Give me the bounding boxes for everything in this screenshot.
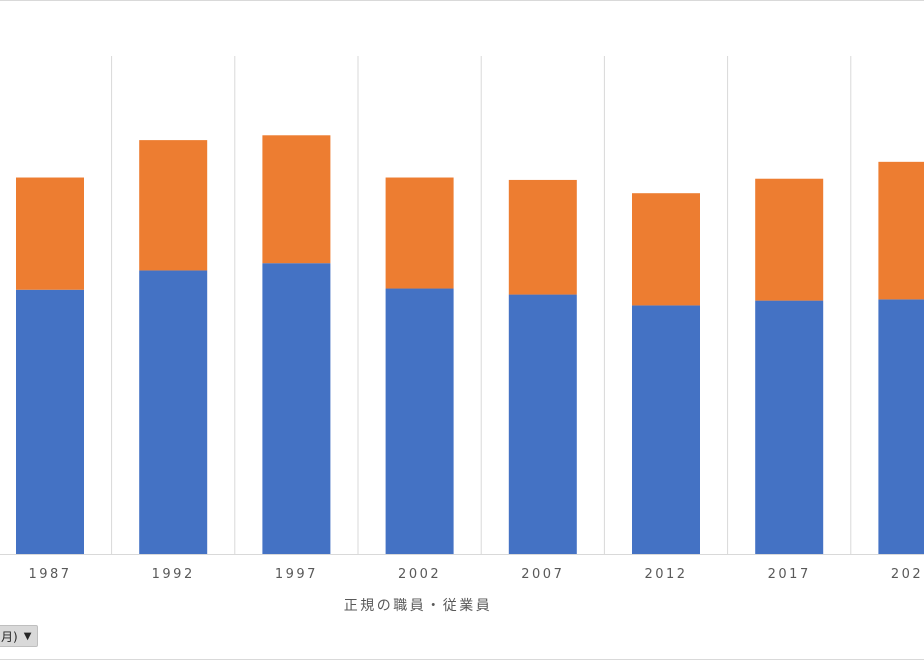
x-tick-label: 2012 [644, 567, 687, 582]
bar-segment-2 [878, 161, 924, 300]
bar-segment-1 [878, 299, 924, 554]
bar-segment-1 [508, 294, 577, 554]
x-axis-title: 正規の職員・従業員 [343, 598, 493, 614]
pivot-field-button[interactable]: 月) ▼ [0, 625, 39, 647]
x-tick-label: 1997 [275, 567, 318, 582]
bar-segment-1 [755, 300, 824, 554]
bar-segment-1 [385, 288, 454, 554]
bar-segment-2 [508, 179, 577, 295]
bar-segment-1 [262, 263, 331, 554]
bar-segment-2 [262, 135, 331, 264]
bar-segment-2 [385, 177, 454, 289]
x-tick-label: 2017 [768, 567, 811, 582]
x-tick-label: 2007 [521, 567, 564, 582]
bar-segment-2 [755, 178, 824, 301]
bar-segment-1 [139, 270, 208, 554]
x-tick-label: 1992 [152, 567, 195, 582]
bar-segment-2 [632, 193, 700, 306]
x-tick-label: 2002 [398, 567, 441, 582]
x-tick-label: 1987 [28, 567, 71, 582]
dropdown-arrow-icon[interactable]: ▼ [23, 630, 32, 642]
bar-segment-1 [16, 289, 84, 554]
bar-segment-2 [139, 140, 208, 271]
bar-segment-2 [16, 177, 84, 290]
x-tick-label: 2022 [891, 567, 924, 582]
bar-segment-1 [632, 305, 700, 554]
pivot-field-label: 月) [1, 629, 18, 644]
